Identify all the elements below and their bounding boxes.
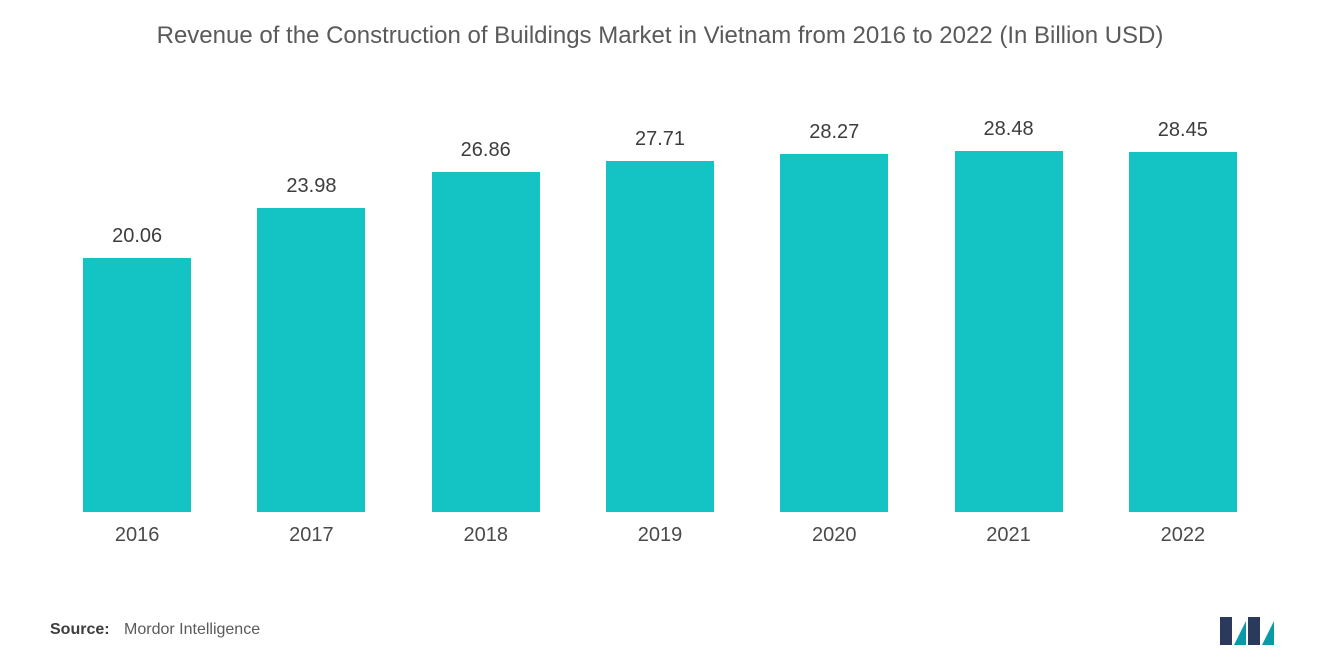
bar-value-label: 28.48 — [984, 118, 1034, 141]
bar — [432, 172, 540, 512]
bar-group: 28.27 — [747, 121, 921, 512]
bar-group: 28.45 — [1096, 119, 1270, 512]
chart-container: Revenue of the Construction of Buildings… — [0, 0, 1320, 665]
x-axis-label: 2020 — [747, 524, 921, 547]
bar-value-label: 27.71 — [635, 128, 685, 151]
chart-plot-area: 20.06 23.98 26.86 27.71 28.27 28.48 28.45 — [40, 92, 1280, 512]
x-axis-label: 2021 — [921, 524, 1095, 547]
source-label: Source: — [50, 621, 110, 638]
x-axis-label: 2019 — [573, 524, 747, 547]
bar — [83, 258, 191, 512]
bar-value-label: 20.06 — [112, 225, 162, 248]
bar — [780, 154, 888, 512]
bar — [606, 161, 714, 512]
bar-group: 20.06 — [50, 225, 224, 512]
bar-value-label: 23.98 — [286, 175, 336, 198]
bar-group: 23.98 — [224, 175, 398, 512]
mordor-logo-icon — [1220, 611, 1276, 645]
bar-group: 26.86 — [399, 139, 573, 512]
bar — [955, 151, 1063, 512]
source-attribution: Source: Mordor Intelligence — [50, 621, 260, 639]
bar-value-label: 28.45 — [1158, 119, 1208, 142]
bar-group: 27.71 — [573, 128, 747, 512]
chart-x-axis: 2016201720182019202020212022 — [40, 512, 1280, 547]
x-axis-label: 2016 — [50, 524, 224, 547]
x-axis-label: 2017 — [224, 524, 398, 547]
bar-value-label: 26.86 — [461, 139, 511, 162]
bar — [257, 208, 365, 512]
bar-value-label: 28.27 — [809, 121, 859, 144]
bar — [1129, 152, 1237, 512]
x-axis-label: 2022 — [1096, 524, 1270, 547]
source-name: Mordor Intelligence — [124, 621, 260, 638]
x-axis-label: 2018 — [399, 524, 573, 547]
bar-group: 28.48 — [921, 118, 1095, 512]
chart-title: Revenue of the Construction of Buildings… — [110, 20, 1210, 52]
